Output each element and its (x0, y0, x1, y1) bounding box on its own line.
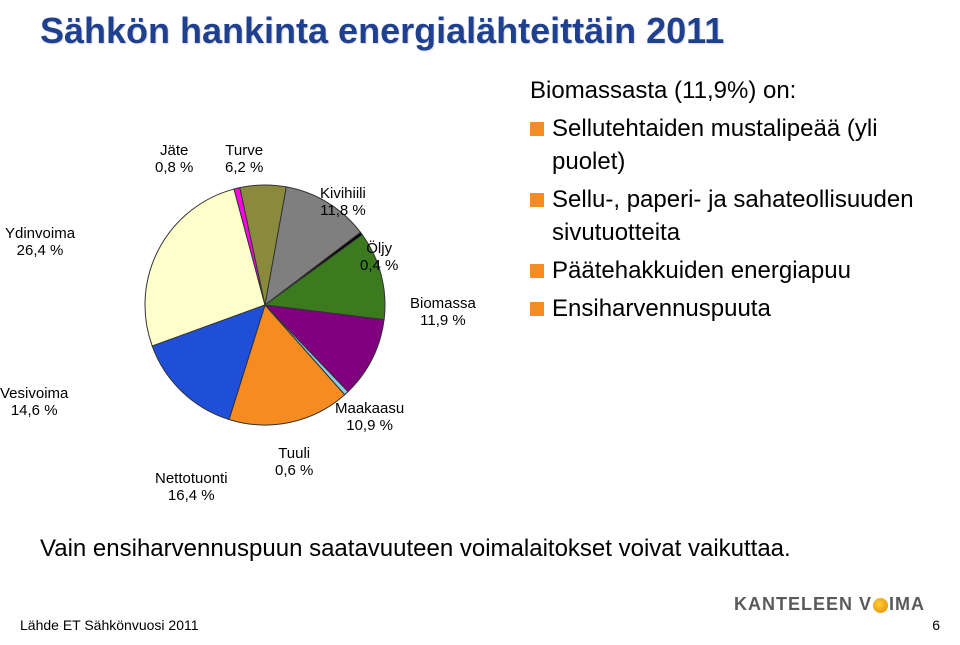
pie-label: Tuuli 0,6 % (275, 445, 313, 480)
bullet-item: Päätehakkuiden energiapuu (530, 255, 940, 287)
logo-text-right: IMA (889, 594, 925, 615)
bullet-square-icon (530, 302, 544, 316)
bottom-statement: Vain ensiharvennuspuun saatavuuteen voim… (40, 535, 791, 563)
pie-label: Biomassa 11,9 % (410, 295, 476, 330)
bullet-square-icon (530, 122, 544, 136)
bullet-list: Sellutehtaiden mustalipeää (yli puolet)S… (530, 113, 940, 325)
pie-label: Vesivoima 14,6 % (0, 385, 68, 420)
bullet-item: Ensiharvennuspuuta (530, 293, 940, 325)
source-text: Lähde ET Sähkönvuosi 2011 (20, 617, 199, 633)
logo-sun-icon (873, 598, 888, 613)
slide-title: Sähkön hankinta energialähteittäin 2011 (40, 10, 724, 52)
bullet-item: Sellutehtaiden mustalipeää (yli puolet) (530, 113, 940, 178)
right-panel: Biomassasta (11,9%) on: Sellutehtaiden m… (530, 75, 940, 326)
pie-label: Maakaasu 10,9 % (335, 400, 404, 435)
pie-label: Nettotuonti 16,4 % (155, 470, 228, 505)
bullet-text: Sellu-, paperi- ja sahateollisuuden sivu… (552, 184, 940, 249)
bullet-text: Ensiharvennuspuuta (552, 293, 771, 325)
biomassa-header: Biomassasta (11,9%) on: (530, 75, 940, 107)
pie-label: Kivihiili 11,8 % (320, 185, 366, 220)
bullet-square-icon (530, 193, 544, 207)
pie-label: Jäte 0,8 % (155, 142, 193, 177)
bullet-square-icon (530, 264, 544, 278)
pie-label: Öljy 0,4 % (360, 240, 398, 275)
bullet-text: Sellutehtaiden mustalipeää (yli puolet) (552, 113, 940, 178)
pie-chart: Ydinvoima 26,4 % Jäte 0,8 % Turve 6,2 % Kiv… (0, 70, 520, 530)
pie-label: Turve 6,2 % (225, 142, 263, 177)
logo: KANTELEEN V IMA (734, 594, 925, 615)
page-number: 6 (932, 617, 940, 633)
pie-label: Ydinvoima 26,4 % (5, 225, 75, 260)
bullet-item: Sellu-, paperi- ja sahateollisuuden sivu… (530, 184, 940, 249)
logo-text-left: KANTELEEN V (734, 594, 872, 615)
bullet-text: Päätehakkuiden energiapuu (552, 255, 851, 287)
